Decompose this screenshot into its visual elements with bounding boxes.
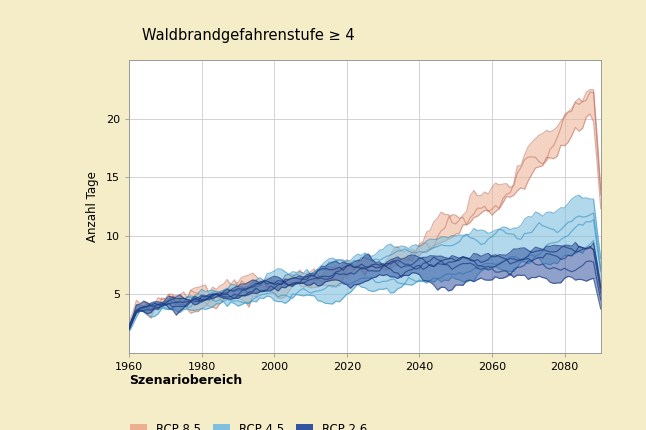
Text: Waldbrandgefahrenstufe ≥ 4: Waldbrandgefahrenstufe ≥ 4: [142, 28, 355, 43]
Y-axis label: Anzahl Tage: Anzahl Tage: [86, 171, 99, 242]
Legend: RCP 8.5, RCP 4.5, RCP 2.6: RCP 8.5, RCP 4.5, RCP 2.6: [130, 423, 368, 430]
Text: Szenariobereich: Szenariobereich: [129, 374, 242, 387]
